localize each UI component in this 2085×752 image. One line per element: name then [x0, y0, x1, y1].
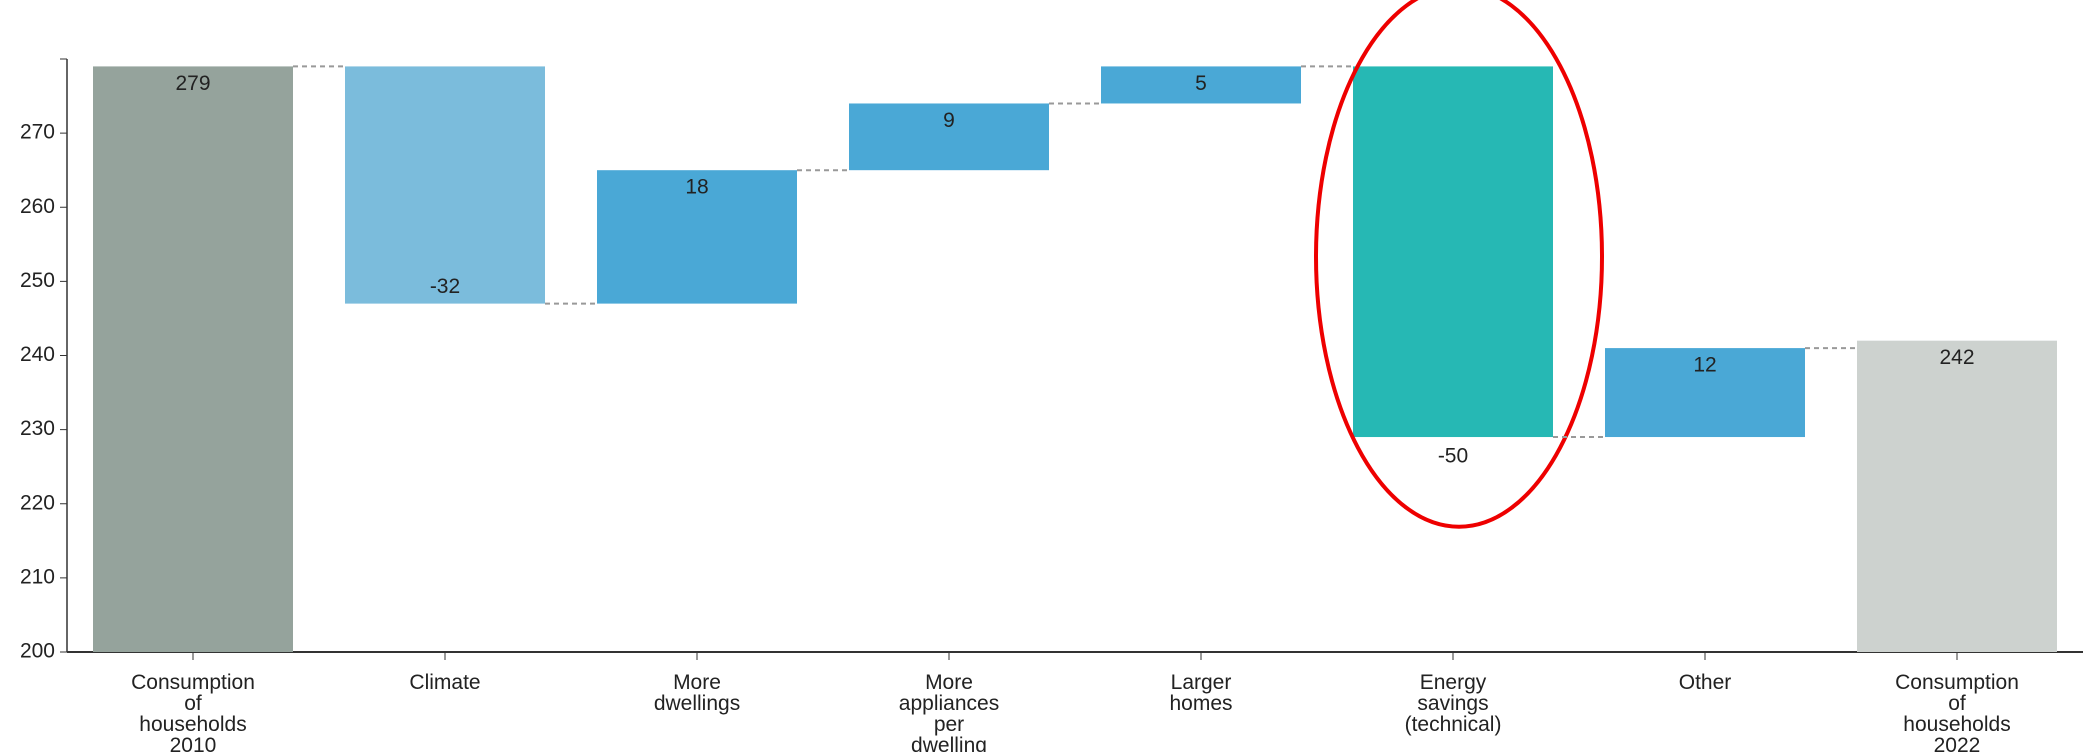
bar: [1857, 340, 2057, 652]
value-label: 242: [1939, 346, 1974, 369]
bar: [597, 170, 797, 304]
value-label: 279: [175, 72, 210, 95]
bar: [93, 66, 293, 653]
value-label: 12: [1693, 354, 1716, 377]
y-tick-label: 240: [20, 343, 55, 366]
x-tick-label: More dwellings: [653, 671, 741, 715]
bar: [1605, 348, 1805, 438]
bar: [849, 103, 1049, 171]
bar: [1353, 66, 1553, 438]
y-tick-label: 200: [20, 640, 55, 663]
x-tick-label: Consumption of households 2010: [131, 671, 255, 752]
value-label: -50: [1438, 445, 1468, 468]
value-label: -32: [430, 275, 460, 298]
bar: [345, 66, 545, 304]
bar: [1101, 66, 1301, 104]
y-tick-label: 260: [20, 195, 55, 218]
x-tick-label: Consumption of households 2022: [1895, 671, 2019, 752]
x-tick-label: Larger homes: [1169, 671, 1233, 715]
y-tick-label: 270: [20, 121, 55, 144]
x-tick-label: Other: [1678, 671, 1732, 694]
y-tick-label: 220: [20, 491, 55, 514]
highlight-ellipse: [1314, 0, 1604, 529]
value-label: 5: [1195, 72, 1207, 95]
y-tick-label: 210: [20, 565, 55, 588]
x-tick-label: More appliances per dwelling: [898, 671, 1000, 752]
x-tick-label: Climate: [409, 671, 481, 694]
x-tick-label: Energy savings (technical): [1404, 671, 1502, 736]
value-label: 9: [943, 109, 955, 132]
y-tick-label: 230: [20, 417, 55, 440]
y-tick-label: 250: [20, 269, 55, 292]
value-label: 18: [685, 176, 708, 199]
